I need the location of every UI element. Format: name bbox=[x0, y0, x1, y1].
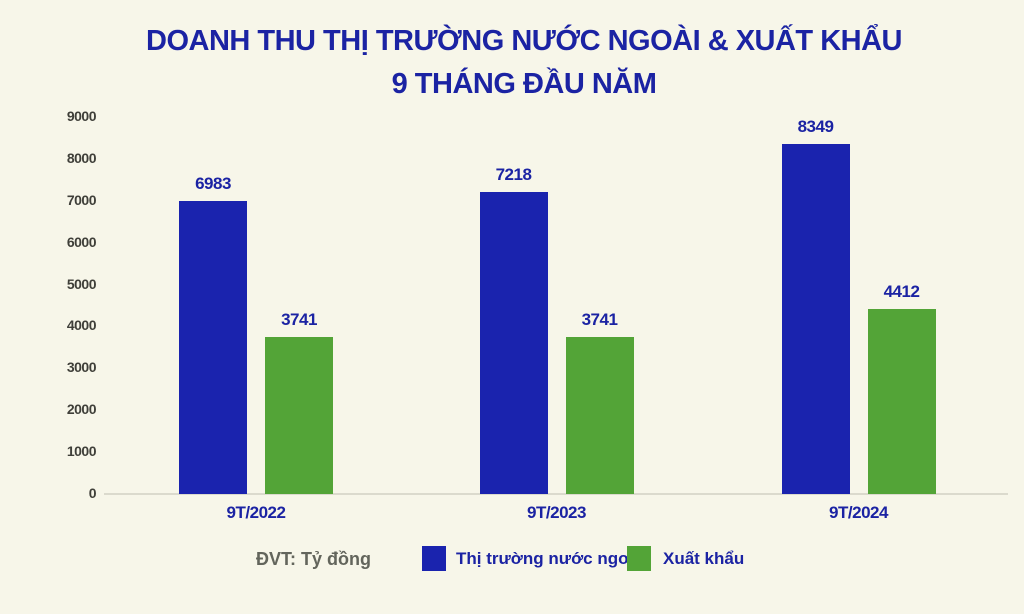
x-tick-label: 9T/2022 bbox=[226, 503, 286, 522]
bar-export-9t-2023 bbox=[565, 337, 634, 494]
bar-value-label: 3741 bbox=[281, 310, 317, 330]
legend-label-export: Xuất khẩu bbox=[663, 549, 745, 568]
bar-export-9t-2024 bbox=[867, 309, 936, 494]
bar-foreign-market-9t-2022 bbox=[179, 201, 247, 494]
y-tick-label: 9000 bbox=[66, 108, 97, 124]
x-tick-label: 9T/2023 bbox=[527, 503, 586, 522]
y-tick-label: 2000 bbox=[66, 401, 97, 418]
y-tick-label: 6000 bbox=[66, 233, 97, 250]
bar-value-label: 6983 bbox=[195, 174, 231, 194]
y-tick-label: 4000 bbox=[66, 317, 97, 334]
chart-title-line1: DOANH THU THỊ TRƯỜNG NƯỚC NGOÀI & XUẤT K… bbox=[146, 25, 902, 57]
y-tick-label: 7000 bbox=[66, 191, 97, 208]
bar-value-label: 8349 bbox=[797, 117, 834, 137]
chart-title-line2: 9 THÁNG ĐẦU NĂM bbox=[391, 68, 657, 100]
bar-export-9t-2022 bbox=[265, 337, 333, 494]
y-tick-label: 3000 bbox=[66, 359, 97, 376]
y-tick-label: 5000 bbox=[66, 275, 97, 292]
y-tick-label: 0 bbox=[88, 485, 97, 501]
y-tick-label: 1000 bbox=[66, 443, 97, 460]
bar-value-label: 3741 bbox=[581, 310, 618, 330]
unit-note: ĐVT: Tỷ đồng bbox=[256, 549, 371, 569]
bar-foreign-market-9t-2024 bbox=[781, 144, 850, 494]
bar-foreign-market-9t-2023 bbox=[479, 191, 548, 494]
legend-label-foreign-market: Thị trường nước ngoài bbox=[456, 549, 643, 568]
y-tick-label: 8000 bbox=[66, 149, 97, 166]
legend-swatch-foreign-market bbox=[422, 546, 446, 571]
chart-title: DOANH THU THỊ TRƯỜNG NƯỚC NGOÀI & XUẤT K… bbox=[24, 20, 1024, 106]
legend-swatch-export bbox=[627, 546, 651, 571]
bar-value-label: 7218 bbox=[495, 164, 532, 184]
x-axis-line bbox=[104, 493, 1008, 495]
x-tick-label: 9T/2024 bbox=[829, 503, 888, 522]
bar-value-label: 4412 bbox=[883, 282, 920, 302]
